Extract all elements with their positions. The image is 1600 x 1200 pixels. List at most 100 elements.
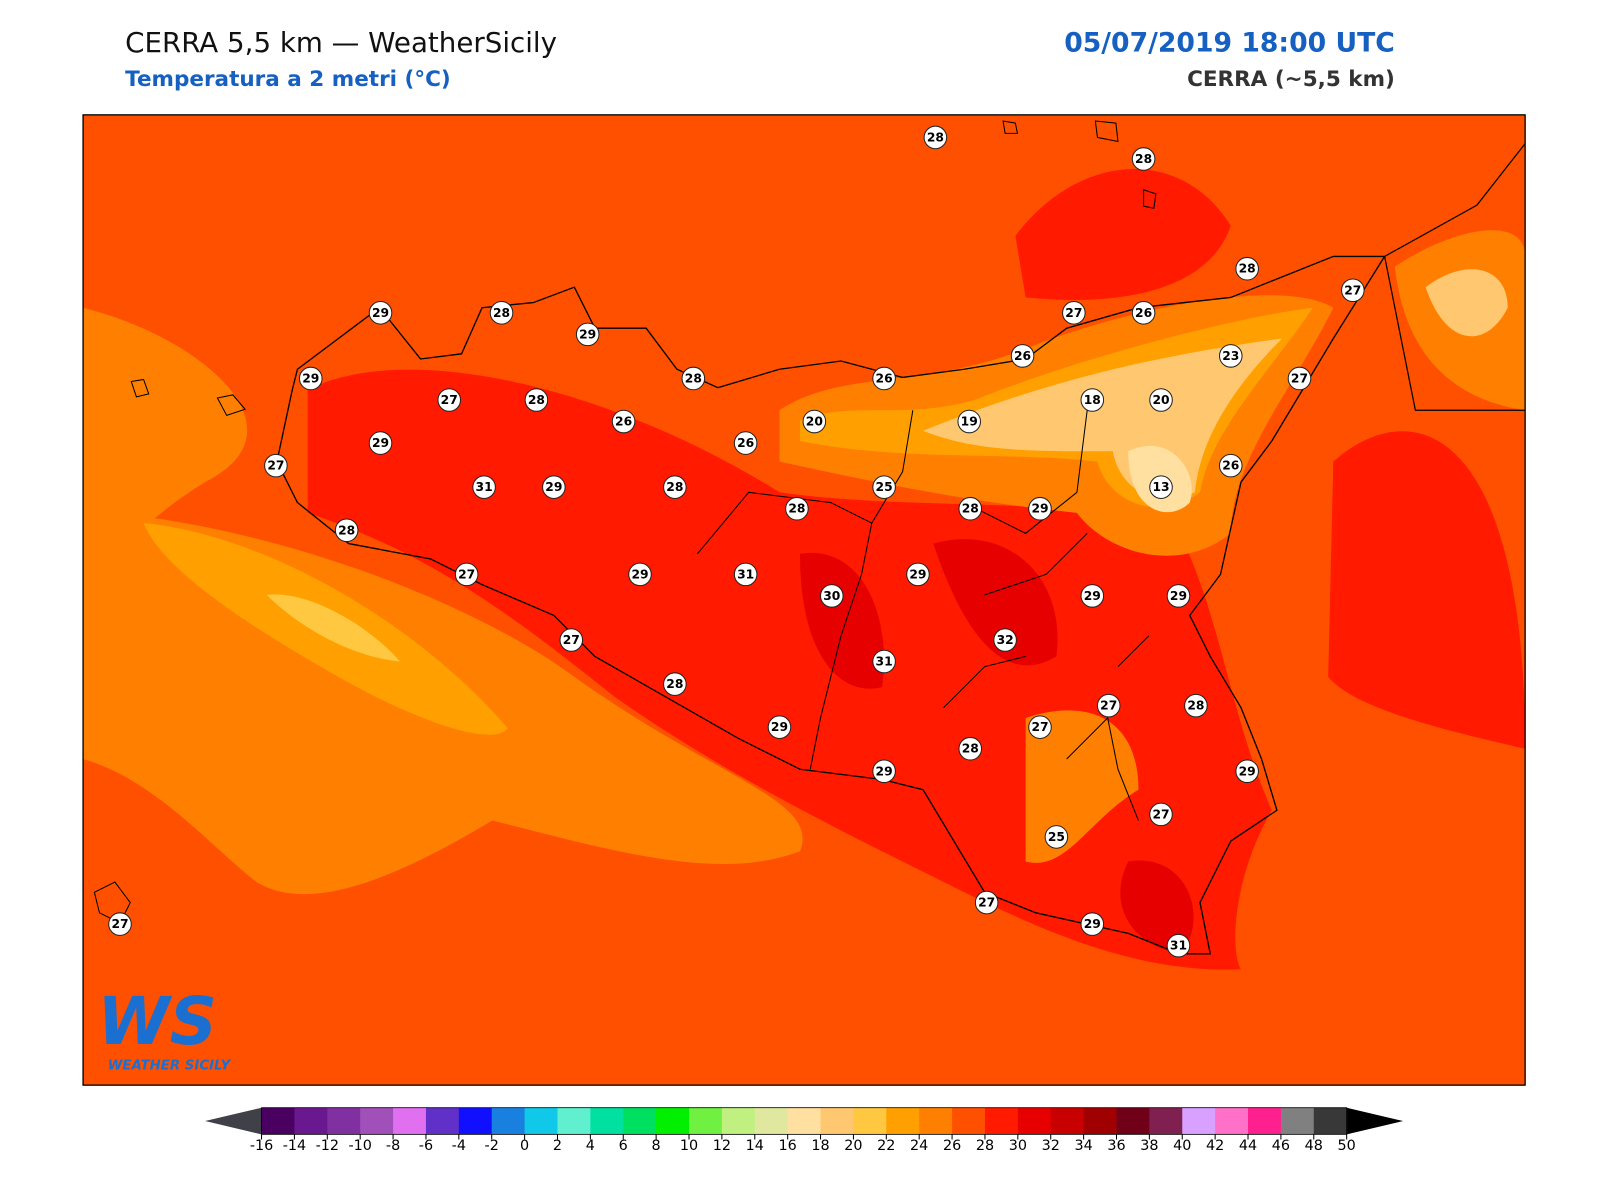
colorbar-bin (1280, 1107, 1315, 1135)
station-value: 31 (476, 480, 493, 494)
colorbar-bin (261, 1107, 295, 1135)
field (266, 594, 400, 662)
station-marker (1010, 344, 1035, 368)
station-value: 28 (666, 677, 683, 691)
station-value: 28 (927, 130, 944, 144)
colorbar-bin (557, 1107, 591, 1135)
station-value: 27 (441, 393, 458, 407)
station-marker (958, 736, 983, 761)
station-value: 27 (267, 459, 284, 473)
colorbar-tick-label: 26 (943, 1138, 961, 1154)
station-marker (1062, 301, 1086, 325)
coastline (1384, 143, 1526, 411)
colorbar-tick-label: 44 (1239, 1138, 1257, 1154)
colorbar-tick-label: 36 (1107, 1138, 1125, 1154)
station-value: 31 (1170, 939, 1187, 953)
colorbar-bin (425, 1107, 460, 1135)
station-marker (1184, 693, 1208, 718)
colorbar-tick-label: -8 (386, 1138, 400, 1154)
station-marker (974, 890, 999, 915)
station-marker (368, 431, 393, 455)
colorbar-bin (853, 1107, 887, 1135)
station-marker (559, 628, 584, 652)
colorbar-bin (919, 1107, 953, 1135)
colorbar-tick-label: 38 (1140, 1138, 1158, 1154)
station-value: 29 (1084, 917, 1101, 931)
station-value: 26 (1014, 349, 1031, 363)
colorbar-tick-label: 0 (520, 1138, 529, 1154)
station-value: 28 (962, 742, 979, 756)
colorbar-tick-label: 12 (713, 1138, 731, 1154)
colorbar-bin (294, 1107, 328, 1135)
colorbar-bin (327, 1107, 361, 1135)
field (1025, 710, 1139, 863)
station-value: 31 (876, 655, 893, 669)
colorbar-bin (656, 1107, 690, 1135)
station-marker (575, 322, 600, 347)
station-marker (681, 366, 706, 391)
station-value: 25 (876, 480, 893, 494)
station-marker (733, 431, 758, 455)
colorbar-tick-label: 6 (619, 1138, 628, 1154)
station-value: 26 (1222, 459, 1239, 473)
station-marker (1235, 256, 1259, 281)
colorbar-tick-label: 14 (746, 1138, 764, 1154)
station-value: 20 (1152, 393, 1169, 407)
station-marker (334, 518, 359, 543)
field (923, 338, 1283, 499)
station-value: 29 (579, 327, 596, 341)
station-marker (733, 562, 758, 587)
colorbar-tick-label: -2 (485, 1138, 499, 1154)
station-value: 29 (631, 567, 648, 581)
station-value: 29 (372, 436, 389, 450)
station-marker (872, 649, 896, 674)
colorbar-under (205, 1107, 262, 1135)
colorbar-tick-label: 30 (1009, 1138, 1027, 1154)
colorbar-bin (360, 1107, 394, 1135)
station-marker (785, 496, 809, 521)
station-value: 18 (1084, 393, 1101, 407)
logo-mark: WS (97, 984, 217, 1060)
field (800, 539, 1194, 954)
station-marker (1149, 388, 1173, 412)
colorbar-tick-label: 10 (680, 1138, 698, 1154)
stations: 28 28 28 27 29 28 29 27 26 29 28 26 26 23 27 27 28 20 19 18… (108, 125, 1365, 958)
station-marker (958, 496, 983, 521)
station-marker (819, 584, 844, 608)
logo-name: WEATHER SICILY (108, 1059, 232, 1074)
colorbar-over (1346, 1107, 1404, 1135)
station-marker (1166, 933, 1191, 958)
station-marker (489, 301, 514, 325)
station-value: 27 (978, 896, 995, 910)
colorbar-bin (754, 1107, 789, 1135)
field (1425, 269, 1508, 337)
station-marker (298, 366, 323, 391)
datetime: 05/07/2019 18:00 UTC (1064, 28, 1395, 59)
colorbar-bin (1149, 1107, 1183, 1135)
station-value: 26 (737, 436, 754, 450)
station-marker (1149, 475, 1173, 499)
station-marker (524, 388, 549, 412)
subtitle: Temperatura a 2 metri (°C) (125, 67, 451, 92)
station-marker (472, 475, 496, 499)
colorbar-bin (623, 1107, 657, 1135)
station-value: 26 (876, 371, 893, 385)
station-value: 27 (1152, 807, 1169, 821)
station-value: 27 (563, 633, 580, 647)
station-marker (1218, 344, 1243, 368)
station-value: 25 (1048, 830, 1065, 844)
station-marker (1341, 278, 1365, 303)
station-value: 27 (111, 917, 128, 931)
station-value: 27 (458, 567, 475, 581)
station-value: 31 (737, 567, 754, 581)
colorbar-tick-label: 42 (1206, 1138, 1224, 1154)
colorbar-bin (491, 1107, 526, 1135)
colorbar-tick-label: 48 (1305, 1138, 1323, 1154)
station-value: 29 (1031, 502, 1048, 516)
station-value: 20 (806, 415, 823, 429)
model: CERRA (~5,5 km) (1187, 67, 1395, 92)
colorbar-tick-label: -14 (283, 1138, 306, 1154)
station-marker (802, 409, 827, 434)
station-value: 28 (788, 502, 805, 516)
